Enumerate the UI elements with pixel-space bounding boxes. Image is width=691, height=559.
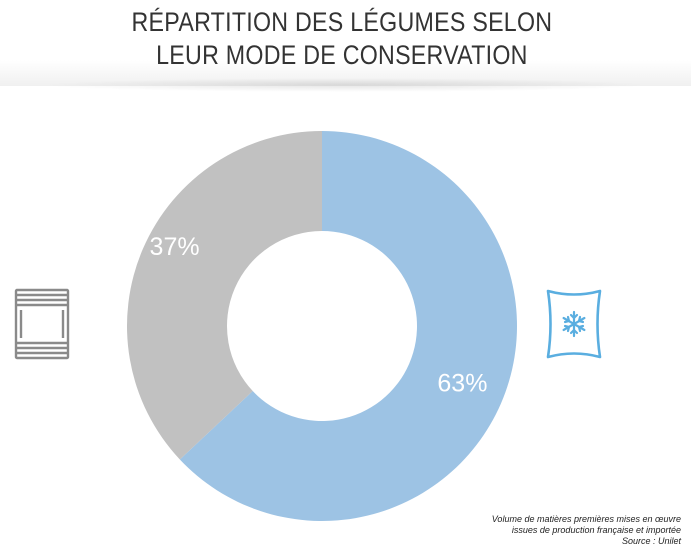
chart-title-line-1: RÉPARTITION DES LÉGUMES SELON bbox=[131, 7, 553, 37]
title-shadow bbox=[40, 78, 651, 92]
footnote-line-1: Volume de matières premières mises en œu… bbox=[491, 514, 681, 524]
data-label-63pct: 63% bbox=[437, 369, 487, 397]
chart-title-line-2: LEUR MODE DE CONSERVATION bbox=[156, 40, 528, 70]
donut-slice-63pct bbox=[179, 131, 517, 521]
chart-title: RÉPARTITION DES LÉGUMES SELON LEUR MODE … bbox=[45, 6, 639, 72]
canned-tin-icon bbox=[14, 288, 70, 360]
footnote-source: Source : Unilet bbox=[621, 536, 681, 546]
donut-slice-37pct bbox=[127, 131, 323, 460]
data-label-37pct: 37% bbox=[150, 233, 200, 261]
snowflake-bag-icon bbox=[546, 289, 602, 359]
footnote-line-2: issues de production française et import… bbox=[511, 525, 681, 535]
title-band bbox=[0, 0, 691, 86]
footnote: Volume de matières premières mises en œu… bbox=[381, 514, 681, 547]
